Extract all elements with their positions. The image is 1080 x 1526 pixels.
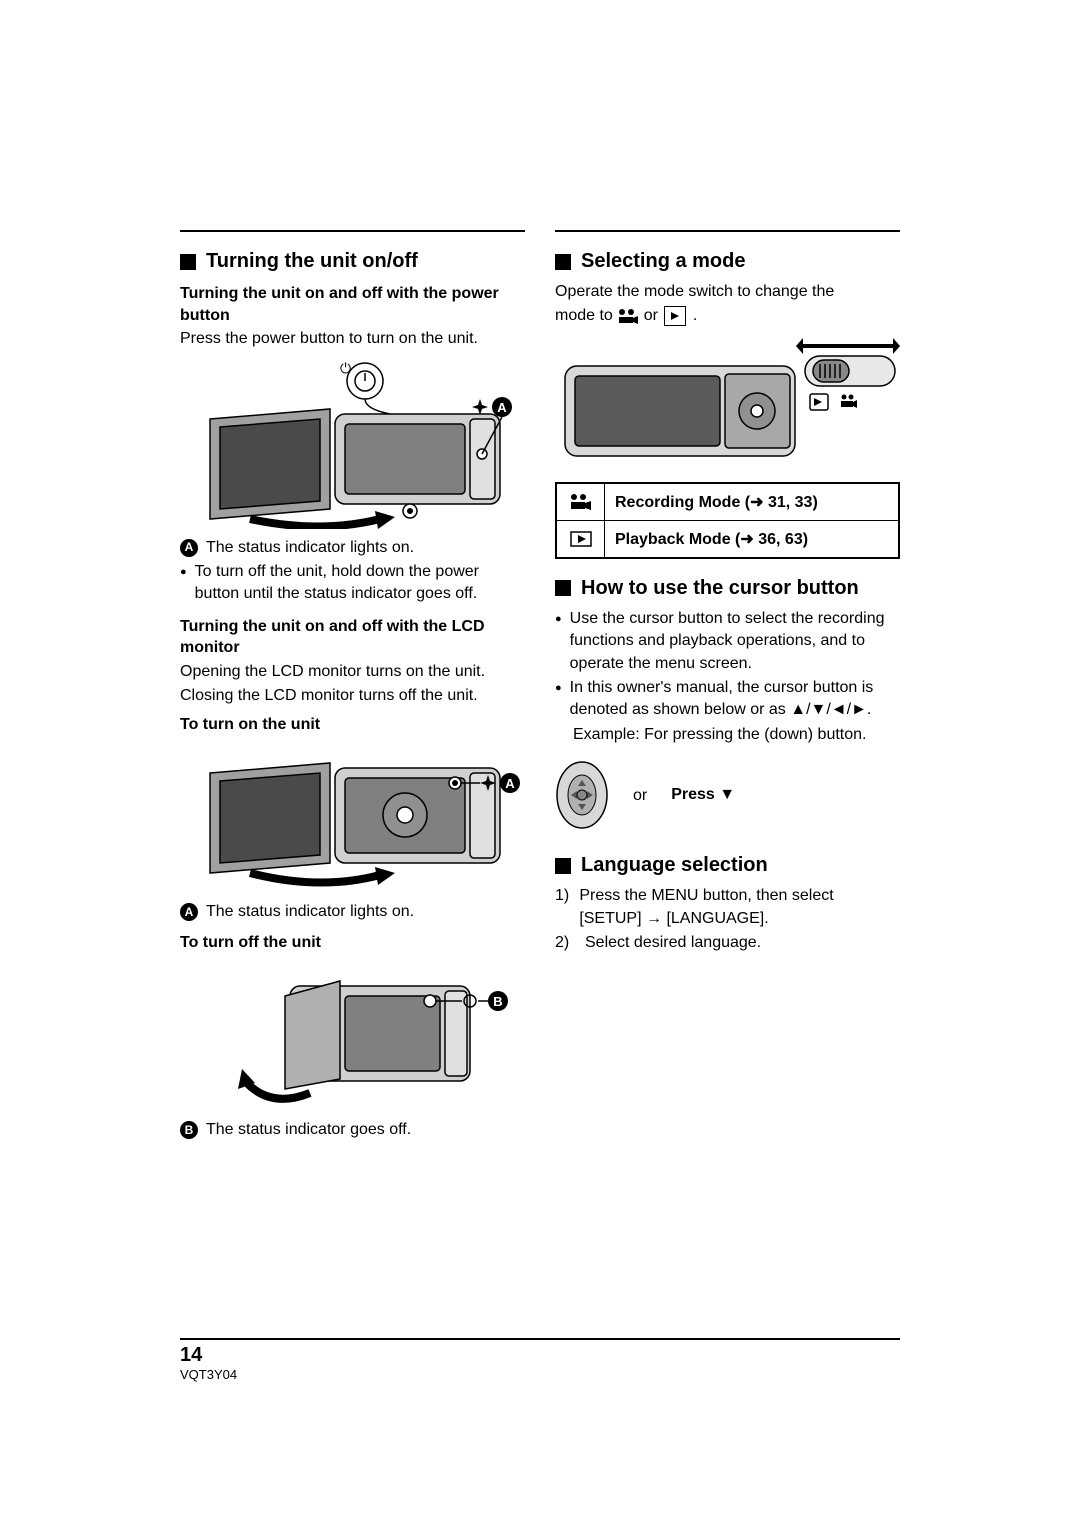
bullet-icon xyxy=(180,561,187,583)
step-text: Press the MENU button, then select [SETU… xyxy=(579,885,900,930)
subheading-power-button: Turning the unit on and off with the pow… xyxy=(180,283,525,326)
camcorder-lcd-open-illustration: A xyxy=(180,743,525,893)
square-bullet-icon xyxy=(555,580,571,596)
mode-table: Recording Mode (➜ 31, 33) Playback Mode … xyxy=(555,482,900,559)
note-a: A The status indicator lights on. xyxy=(180,537,525,559)
note-text: The status indicator goes off. xyxy=(206,1119,411,1141)
paragraph: Operate the mode switch to change the xyxy=(555,281,900,303)
bullet-text: Use the cursor button to select the reco… xyxy=(570,608,900,675)
subheading-lcd: Turning the unit on and off with the LCD… xyxy=(180,616,525,659)
badge-a-icon: A xyxy=(180,539,198,557)
page-footer: 14 VQT3Y04 xyxy=(180,1338,900,1382)
cursor-pad-icon xyxy=(555,760,609,830)
section-language: Language selection xyxy=(555,854,900,877)
bullet-text: In this owner's manual, the cursor butto… xyxy=(570,677,900,722)
bullet-icon xyxy=(555,677,562,699)
square-bullet-icon xyxy=(555,858,571,874)
text-fragment: mode to xyxy=(555,307,617,324)
bullet-turn-off: To turn off the unit, hold down the powe… xyxy=(180,561,525,606)
mode-switch-illustration xyxy=(555,336,900,466)
step-text: Select desired language. xyxy=(585,932,761,954)
square-bullet-icon xyxy=(180,254,196,270)
note-text: The status indicator lights on. xyxy=(206,537,414,559)
bullet-cursor-2: In this owner's manual, the cursor butto… xyxy=(555,677,900,722)
example-text: Example: For pressing the (down) button. xyxy=(573,724,900,746)
right-column: Selecting a mode Operate the mode switch… xyxy=(555,230,900,1142)
paragraph-with-icons: mode to or . xyxy=(555,305,900,327)
footer-rule xyxy=(180,1338,900,1340)
rule-line xyxy=(180,230,525,232)
badge-a-icon: A xyxy=(180,903,198,921)
playback-mode-icon xyxy=(557,521,605,557)
page-number: 14 xyxy=(180,1344,900,1367)
bullet-cursor-1: Use the cursor button to select the reco… xyxy=(555,608,900,675)
svg-text:A: A xyxy=(497,400,507,415)
text-fragment: or xyxy=(644,307,663,324)
press-down: Press ▼ xyxy=(671,784,735,806)
section-selecting-mode: Selecting a mode xyxy=(555,250,900,273)
cursor-example-row: or Press ▼ xyxy=(555,760,900,830)
recording-mode-icon xyxy=(557,484,605,520)
rule-line xyxy=(555,230,900,232)
step-1: 1) Press the MENU button, then select [S… xyxy=(555,885,900,930)
svg-text:A: A xyxy=(505,776,515,791)
section-title: Language selection xyxy=(581,854,768,877)
section-turning-on-off: Turning the unit on/off xyxy=(180,250,525,273)
camcorder-lcd-close-illustration: B xyxy=(180,961,525,1111)
note-b: B The status indicator goes off. xyxy=(180,1119,525,1141)
text-fragment: . xyxy=(693,307,697,324)
left-column: Turning the unit on/off Turning the unit… xyxy=(180,230,525,1142)
subheading-turn-on: To turn on the unit xyxy=(180,714,525,736)
table-row: Recording Mode (➜ 31, 33) xyxy=(557,484,898,521)
recording-mode-icon xyxy=(617,308,639,324)
subheading-turn-off: To turn off the unit xyxy=(180,932,525,954)
camcorder-power-button-illustration: ⏻ A xyxy=(180,359,525,529)
paragraph: Press the power button to turn on the un… xyxy=(180,328,525,350)
step-2: 2) Select desired language. xyxy=(555,932,900,954)
section-title: How to use the cursor button xyxy=(581,577,859,600)
note-text: The status indicator lights on. xyxy=(206,901,414,923)
svg-text:⏻: ⏻ xyxy=(340,360,351,376)
mode-label: Playback Mode (➜ 36, 63) xyxy=(605,521,898,557)
step-number: 2) xyxy=(555,932,575,954)
page-content: Turning the unit on/off Turning the unit… xyxy=(180,230,900,1142)
svg-text:B: B xyxy=(493,994,502,1009)
note-a-2: A The status indicator lights on. xyxy=(180,901,525,923)
step-number: 1) xyxy=(555,885,569,930)
document-id: VQT3Y04 xyxy=(180,1367,900,1382)
or-text: or xyxy=(633,785,647,807)
paragraph: Opening the LCD monitor turns on the uni… xyxy=(180,661,525,683)
bullet-text: To turn off the unit, hold down the powe… xyxy=(195,561,525,606)
bullet-icon xyxy=(555,608,562,630)
mode-label: Recording Mode (➜ 31, 33) xyxy=(605,484,898,520)
badge-b-icon: B xyxy=(180,1121,198,1139)
section-title: Turning the unit on/off xyxy=(206,250,418,273)
paragraph: Closing the LCD monitor turns off the un… xyxy=(180,685,525,707)
table-row: Playback Mode (➜ 36, 63) xyxy=(557,521,898,557)
playback-mode-icon xyxy=(664,306,686,326)
section-cursor: How to use the cursor button xyxy=(555,577,900,600)
square-bullet-icon xyxy=(555,254,571,270)
section-title: Selecting a mode xyxy=(581,250,746,273)
